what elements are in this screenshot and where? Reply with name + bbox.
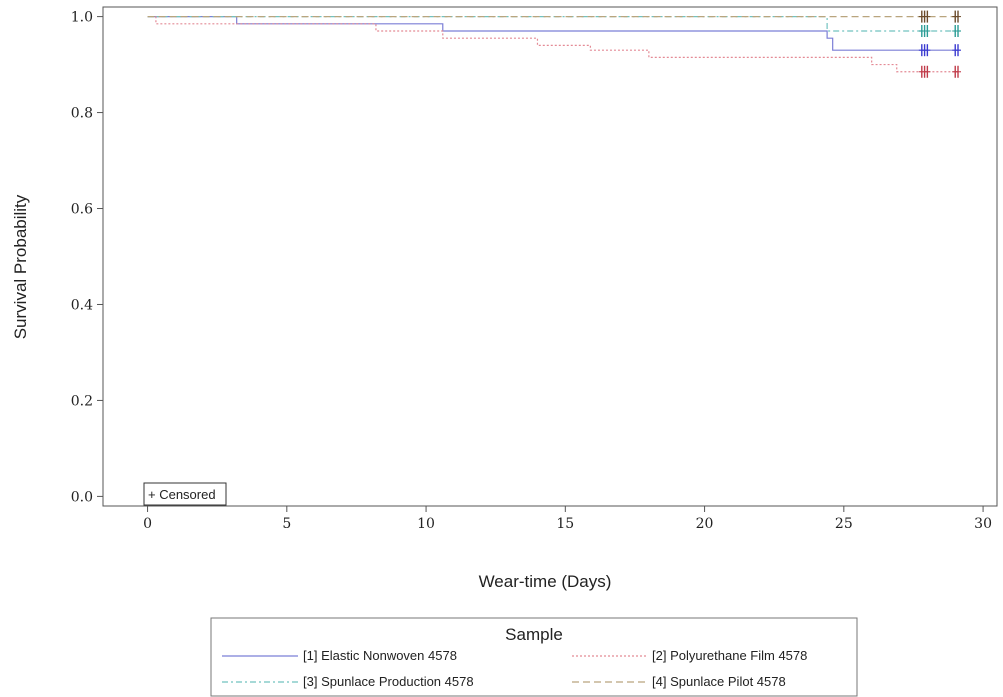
legend-label-4: [4] Spunlace Pilot 4578 [652,674,786,689]
y-axis-label: Survival Probability [11,194,30,339]
x-tick-label: 30 [974,516,992,532]
y-tick-label: 0.2 [71,393,93,409]
censored-note-box: + Censored [143,482,227,506]
y-tick-label: 0.6 [71,202,93,218]
axis-ticks: 0 5 10 15 20 25 30 0.0 0.2 0.4 0.6 0.8 1.0 [71,10,992,532]
plot-area [102,6,998,507]
y-tick-label: 0.0 [71,489,93,505]
censor-marks [918,10,962,78]
legend-label-1: [1] Elastic Nonwoven 4578 [303,648,457,663]
x-tick-label: 25 [835,516,853,532]
legend-label-2: [2] Polyurethane Film 4578 [652,648,807,663]
series-line-1 [147,15,961,51]
x-tick-label: 20 [696,516,714,532]
legend-title: Sample [505,625,563,644]
y-tick-label: 0.8 [71,106,93,122]
series-line-2 [147,15,961,73]
x-tick-label: 5 [282,516,291,532]
series-line-3 [147,15,961,32]
y-tick-label: 1.0 [71,10,93,26]
y-tick-label: 0.4 [71,297,93,313]
legend: Sample [1] Elastic Nonwoven 4578 [2] Poly… [210,617,858,697]
legend-box [210,617,858,697]
series-layer [147,15,961,73]
censored-note: + Censored [148,487,216,502]
plot-border [102,6,998,507]
x-tick-label: 10 [417,516,435,532]
x-tick-label: 0 [143,516,152,532]
x-tick-label: 15 [556,516,574,532]
x-axis-label: Wear-time (Days) [479,572,612,591]
legend-label-3: [3] Spunlace Production 4578 [303,674,474,689]
